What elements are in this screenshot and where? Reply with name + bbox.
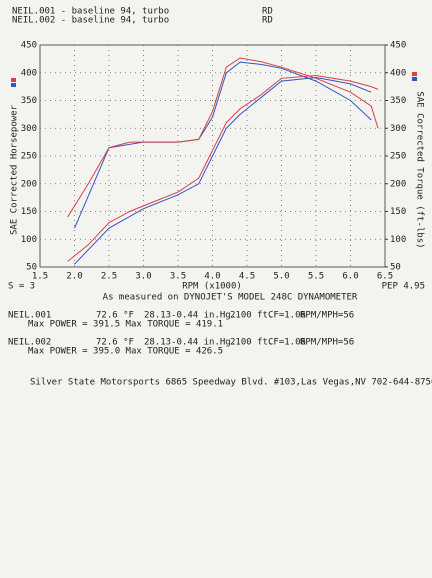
y-tick-label: 300 [21, 124, 37, 134]
x-axis-label: RPM (x1000) [182, 282, 242, 292]
run-temp: 72.6 °F [96, 338, 134, 348]
hp-line [74, 76, 372, 265]
flag [11, 78, 16, 82]
y-tick-label: 200 [21, 179, 37, 189]
y-tick-label: 150 [21, 207, 37, 217]
footer: Silver State Motorsports 6865 Speedway B… [30, 378, 432, 388]
y2-tick-label: 250 [390, 152, 406, 162]
y-tick-label: 250 [21, 152, 37, 162]
run-alt: 2100 ft. [230, 311, 273, 321]
smoothing: S = 3 [8, 282, 35, 292]
run-cf: CF=1.06 [268, 338, 306, 348]
x-tick-label: 3.5 [170, 272, 186, 282]
legend-tag: RD [262, 7, 273, 17]
run-ratio: RPM/MPH=56 [300, 338, 354, 348]
y-tick-label: 450 [21, 41, 37, 51]
run-cf: CF=1.06 [268, 311, 306, 321]
x-tick-label: 3.0 [135, 272, 151, 282]
run-alt: 2100 ft. [230, 338, 273, 348]
x-tick-label: 1.5 [32, 272, 48, 282]
run-temp: 72.6 °F [96, 311, 134, 321]
y2-tick-label: 200 [390, 179, 406, 189]
torque-line [67, 57, 379, 218]
y2-tick-label: 400 [390, 68, 406, 78]
x-tick-label: 4.0 [204, 272, 220, 282]
y2-tick-label: 450 [390, 41, 406, 51]
flag [412, 72, 417, 76]
run-baro: 28.13-0.44 in.Hg. [144, 338, 236, 348]
y2-tick-label: 300 [390, 124, 406, 134]
run-ratio: RPM/MPH=56 [300, 311, 354, 321]
run-file: NEIL.001 [8, 311, 51, 321]
run-file: NEIL.002 [8, 338, 51, 348]
y-tick-label: 100 [21, 235, 37, 245]
x-tick-label: 5.0 [273, 272, 289, 282]
x-tick-label: 6.0 [342, 272, 358, 282]
run-max: Max POWER = 391.5 Max TORQUE = 419.1 [28, 320, 223, 330]
y2-tick-label: 50 [390, 263, 401, 273]
x-tick-label: 6.5 [377, 272, 393, 282]
x-tick-label: 2.0 [66, 272, 82, 282]
flag [11, 83, 16, 87]
y-axis-label: SAE Corrected Horsepower [10, 104, 20, 235]
y-tick-label: 400 [21, 68, 37, 78]
pep: PEP 4.95 [382, 282, 425, 292]
flag [412, 77, 417, 81]
y2-tick-label: 350 [390, 96, 406, 106]
hp-line [67, 74, 379, 262]
y-tick-label: 350 [21, 96, 37, 106]
run-baro: 28.13-0.44 in.Hg. [144, 311, 236, 321]
legend-tag: RD [262, 16, 273, 26]
y2-tick-label: 100 [390, 235, 406, 245]
x-tick-label: 2.5 [101, 272, 117, 282]
run-max: Max POWER = 395.0 Max TORQUE = 426.5 [28, 347, 223, 357]
dyno-note: As measured on DYNOJET'S MODEL 248C DYNA… [103, 293, 358, 303]
y2-axis-label: SAE Corrected Torque (ft-lbs) [415, 91, 425, 248]
legend-entry: NEIL.002 - baseline 94, turbo [12, 16, 169, 26]
x-tick-label: 4.5 [239, 272, 255, 282]
y2-tick-label: 150 [390, 207, 406, 217]
legend-entry: NEIL.001 - baseline 94, turbo [12, 7, 169, 17]
y-tick-label: 50 [26, 263, 37, 273]
x-tick-label: 5.5 [308, 272, 324, 282]
